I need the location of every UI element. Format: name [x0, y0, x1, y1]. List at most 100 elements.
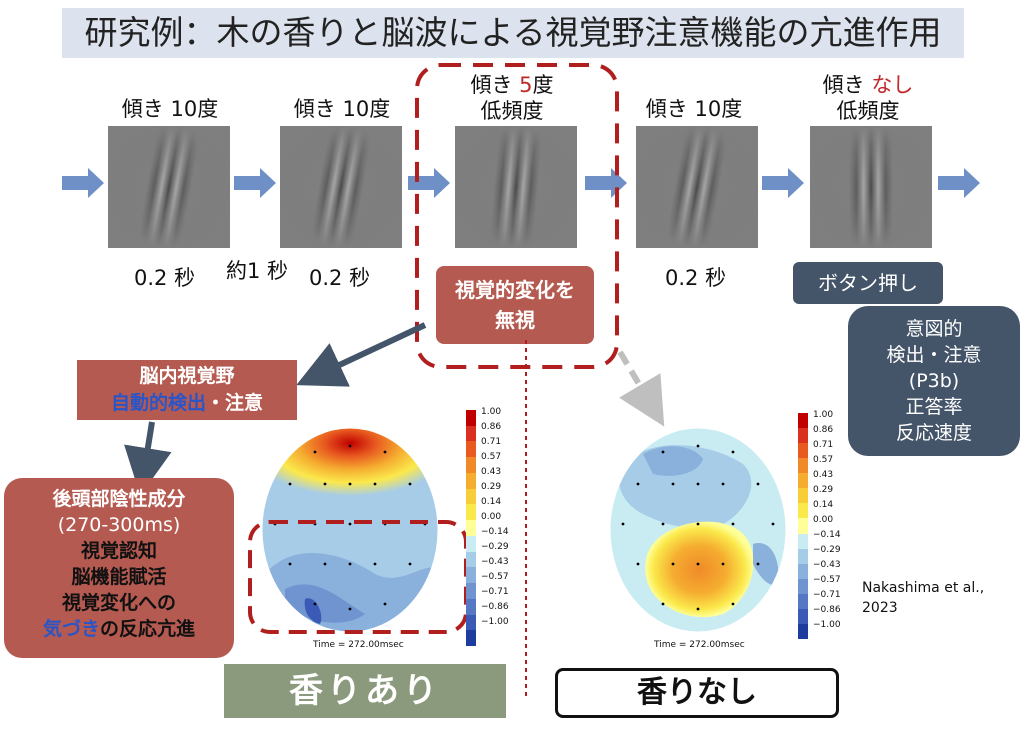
colorbar-segment — [466, 551, 476, 568]
ignore-change-box: 視覚的変化を 無視 — [436, 266, 594, 344]
erp-line-5: 視覚変化への — [61, 592, 176, 614]
colorbar-tick-label: 0.57 — [481, 452, 502, 462]
gabor-stimulus-5 — [810, 126, 932, 248]
arrow-to-erp-box — [124, 421, 172, 496]
colorbar-labels-without-scent: 1.00 0.86 0.71 0.57 0.43 0.29 0.14 0.00 −0.14 −0.… — [813, 408, 841, 633]
erp-title: 後頭部陰性成分 — [52, 488, 186, 510]
colorbar-tick-label: 1.00 — [813, 410, 834, 420]
colorbar-with-scent — [466, 410, 476, 647]
deviant-stimulus-highlight — [415, 63, 619, 369]
visual-cortex-subtitle: 自動的検出・注意 — [110, 392, 264, 414]
colorbar-tick-label: −0.86 — [481, 602, 509, 612]
colorbar-segment — [466, 410, 476, 426]
colorbar-tick-label: 0.29 — [813, 485, 834, 495]
colorbar-without-scent — [798, 413, 808, 639]
colorbar-tick-label: −0.29 — [481, 542, 509, 552]
colorbar-tick-label: −0.57 — [813, 575, 841, 585]
colorbar-tick-label: 0.71 — [813, 440, 834, 450]
colorbar-segment — [466, 520, 476, 536]
sequence-arrow-3 — [408, 168, 450, 198]
stimulus-1-caption: 傾き 10度 — [121, 97, 219, 121]
colorbar-tick-label: −0.43 — [813, 560, 841, 570]
colorbar-segment — [798, 548, 808, 564]
electrode-dots — [273, 444, 427, 611]
stimulus-5-caption: 傾き なし — [822, 73, 914, 97]
colorbar-segment — [798, 413, 808, 429]
colorbar-tick-label: −0.14 — [813, 530, 841, 540]
arrow-to-visual-cortex — [296, 322, 427, 387]
visual-cortex-title: 脳内視覚野 — [139, 365, 235, 387]
stimulus-4-caption: 傾き 10度 — [645, 97, 743, 121]
erp-line-4: 脳機能賦活 — [71, 566, 167, 588]
stimulus-3-caption-frequency: 低頻度 — [480, 99, 544, 123]
button-press-box: ボタン押し — [793, 262, 943, 304]
colorbar-tick-label: 0.57 — [813, 455, 834, 465]
duration-label-4: 0.2 秒 — [665, 266, 727, 290]
sequence-arrow-6 — [938, 168, 980, 198]
topomap-without-scent — [609, 427, 787, 633]
erp-latency: (270-300ms) — [57, 514, 181, 536]
erp-component-box: 後頭部陰性成分 (270-300ms) 視覚認知 脳機能賦活 視覚変化への 気づ… — [4, 478, 234, 658]
sequence-arrow-5 — [762, 168, 804, 198]
erp-line-6: 気づきの反応亢進 — [42, 618, 196, 640]
colorbar-tick-label: −1.00 — [813, 620, 841, 630]
gabor-stimulus-4 — [636, 126, 758, 248]
colorbar-tick-label: 0.14 — [813, 500, 834, 510]
colorbar-tick-label: 0.00 — [813, 515, 834, 525]
colorbar-tick-label: −0.57 — [481, 572, 509, 582]
colorbar-segment — [798, 443, 808, 459]
sequence-arrow-2 — [234, 168, 276, 198]
colorbar-segment — [798, 593, 808, 609]
colorbar-segment — [798, 473, 808, 489]
colorbar-segment — [798, 578, 808, 594]
colorbar-tick-label: 0.43 — [813, 470, 834, 480]
colorbar-labels-with-scent: 1.00 0.86 0.71 0.57 0.43 0.29 0.14 0.00 −0.14 −0.… — [481, 405, 509, 630]
sequence-arrow-1 — [62, 168, 104, 198]
colorbar-segment — [798, 563, 808, 579]
colorbar-tick-label: −0.71 — [813, 590, 841, 600]
electrode-dots-2 — [621, 444, 775, 611]
occipital-region-highlight — [248, 520, 468, 634]
stimulus-5-caption-frequency: 低頻度 — [836, 99, 900, 123]
colorbar-tick-label: 0.14 — [481, 497, 502, 507]
colorbar-segment — [466, 630, 476, 647]
colorbar-tick-label: 0.43 — [481, 467, 502, 477]
interval-label: 約1 秒 — [226, 259, 289, 283]
colorbar-tick-label: −0.29 — [813, 545, 841, 555]
colorbar-tick-label: 0.29 — [481, 482, 502, 492]
time-label-without-scent: Time = 272.00msec — [654, 640, 745, 650]
colorbar-tick-label: −0.86 — [813, 605, 841, 615]
colorbar-tick-label: 0.71 — [481, 437, 502, 447]
colorbar-segment — [798, 518, 808, 534]
colorbar-tick-label: 0.86 — [481, 422, 502, 432]
colorbar-segment — [466, 504, 476, 521]
colorbar-segment — [466, 425, 476, 442]
colorbar-segment — [466, 535, 476, 552]
time-label-with-scent: Time = 272.00msec — [313, 640, 404, 650]
colorbar-tick-label: 0.00 — [481, 512, 502, 522]
colorbar-segment — [798, 623, 808, 639]
colorbar-segment — [798, 608, 808, 624]
colorbar-segment — [466, 567, 476, 584]
colorbar-tick-label: 0.86 — [813, 425, 834, 435]
colorbar-segment — [798, 488, 808, 504]
colorbar-segment — [798, 458, 808, 474]
topomap-with-scent — [261, 427, 439, 633]
colorbar-segment — [466, 441, 476, 458]
reference-citation: Nakashima et al., 2023 — [862, 580, 985, 616]
colorbar-tick-label: −0.14 — [481, 527, 509, 537]
colorbar-segment — [466, 598, 476, 615]
colorbar-tick-label: −1.00 — [481, 617, 509, 627]
colorbar-segment — [798, 428, 808, 444]
erp-line-3: 視覚認知 — [80, 540, 157, 562]
colorbar-segment — [466, 583, 476, 599]
arrow-to-no-scent-map — [617, 350, 665, 427]
stimulus-3-caption: 傾き 5度 — [470, 73, 554, 97]
gabor-stimulus-1 — [108, 126, 230, 248]
visual-cortex-box: 脳内視覚野 自動的検出・注意 — [77, 360, 297, 420]
with-scent-label: 香りあり — [224, 664, 506, 718]
duration-label-2: 0.2 秒 — [309, 266, 371, 290]
colorbar-tick-label: 1.00 — [481, 407, 502, 417]
colorbar-segment — [466, 488, 476, 505]
